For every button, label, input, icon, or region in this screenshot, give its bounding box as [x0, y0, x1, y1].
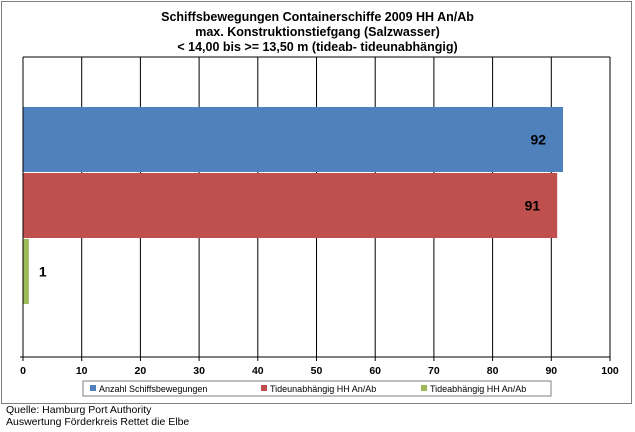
- data-label: 91: [525, 198, 541, 214]
- chart-title-line-1: Schiffsbewegungen Containerschiffe 2009 …: [161, 10, 474, 24]
- chart-title-line-3: < 14,00 bis >= 13,50 m (tideab- tideunab…: [177, 40, 458, 54]
- legend-swatch: [261, 385, 267, 391]
- x-axis: 0 10 20 30 40 50 60 70 80 90 100: [20, 57, 619, 377]
- x-tick-label: 10: [76, 365, 88, 377]
- legend-label: Tideunabhängig HH An/Ab: [270, 384, 376, 394]
- legend-swatch: [421, 385, 427, 391]
- x-tick-label: 40: [252, 365, 264, 377]
- bars: 92 91 1: [23, 107, 564, 304]
- bar: [23, 107, 564, 172]
- bar: [23, 239, 29, 304]
- x-tick-label: 0: [20, 365, 26, 377]
- legend-box: [82, 380, 552, 397]
- source-line-2: Auswertung Förderkreis Rettet die Elbe: [6, 416, 190, 428]
- x-tick-label: 80: [487, 365, 499, 377]
- x-tick-label: 30: [193, 365, 205, 377]
- x-tick-label: 20: [135, 365, 147, 377]
- x-tick-label: 50: [311, 365, 323, 377]
- bar: [23, 173, 558, 238]
- data-label: 92: [530, 132, 546, 148]
- legend-label: Anzahl Schiffsbewegungen: [99, 384, 207, 394]
- x-tick-label: 60: [369, 365, 381, 377]
- x-tick-label: 70: [428, 365, 440, 377]
- legend: Anzahl Schiffsbewegungen Tideunabhängig H…: [82, 380, 552, 397]
- chart-title-line-2: max. Konstruktionstiefgang (Salzwasser): [195, 25, 440, 39]
- legend-label: Tideabhängig HH An/Ab: [430, 384, 526, 394]
- data-label: 1: [39, 264, 47, 280]
- source-line-1: Quelle: Hamburg Port Authority: [6, 404, 152, 416]
- x-tick-label: 100: [601, 365, 619, 377]
- legend-swatch: [90, 385, 96, 391]
- x-tick-label: 90: [545, 365, 557, 377]
